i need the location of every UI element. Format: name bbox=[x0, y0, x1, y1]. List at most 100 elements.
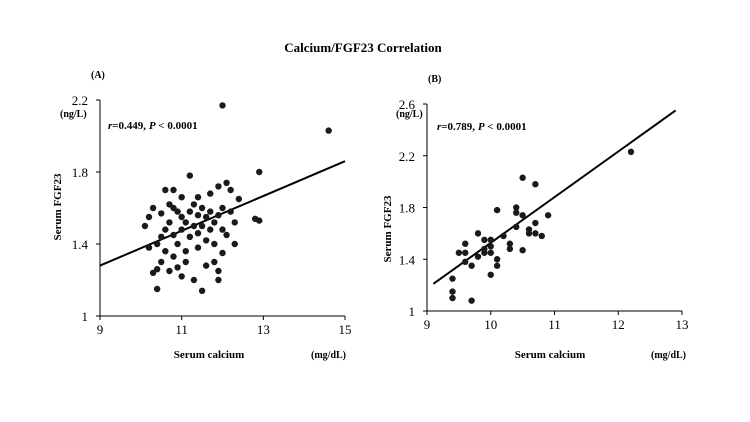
a-data-point bbox=[207, 190, 214, 197]
b-data-point bbox=[481, 249, 488, 256]
b-data-point bbox=[487, 236, 494, 244]
b-data-point bbox=[462, 258, 469, 266]
a-y-tick-label: 1.8 bbox=[72, 165, 88, 180]
a-data-point bbox=[194, 244, 202, 251]
b-data-point bbox=[462, 249, 469, 256]
b-data-point bbox=[481, 236, 488, 244]
a-data-point bbox=[178, 213, 185, 221]
panel-b: 9 10 11 12 13 1 1.4 1.8 2.2 2.6 (B) (ng/L) Serum cal… bbox=[382, 74, 689, 361]
a-data-point bbox=[153, 240, 161, 248]
b-x-tick-label: 11 bbox=[548, 317, 561, 332]
a-x-tick-label: 11 bbox=[175, 322, 188, 337]
a-x-tick-label: 13 bbox=[257, 322, 270, 337]
b-data-point bbox=[455, 249, 463, 256]
a-data-point bbox=[190, 222, 198, 230]
b-data-point bbox=[487, 243, 494, 250]
b-data-point bbox=[519, 246, 526, 254]
a-data-point bbox=[178, 194, 185, 201]
a-data-point bbox=[219, 249, 226, 257]
b-data-point bbox=[513, 204, 520, 211]
b-data-point bbox=[627, 148, 635, 156]
b-data-point bbox=[506, 245, 514, 253]
b-data-point bbox=[532, 181, 539, 188]
a-data-point bbox=[202, 237, 210, 244]
a-data-point bbox=[162, 186, 169, 194]
a-data-point bbox=[207, 226, 214, 233]
a-data-point bbox=[231, 240, 238, 248]
b-data-point bbox=[449, 275, 456, 282]
a-data-point bbox=[215, 212, 222, 219]
a-data-point bbox=[194, 212, 202, 219]
a-data-point bbox=[178, 273, 185, 280]
a-data-point bbox=[158, 258, 165, 266]
a-stat-p-value: < 0.0001 bbox=[156, 120, 198, 132]
b-data-point bbox=[474, 253, 482, 260]
a-data-point bbox=[162, 226, 169, 233]
b-data-point bbox=[487, 271, 494, 278]
a-data-point bbox=[186, 233, 194, 240]
b-x-tick-label: 12 bbox=[612, 317, 625, 332]
b-y-tick-label: 2.2 bbox=[399, 149, 415, 164]
b-data-point bbox=[474, 230, 482, 237]
a-data-point bbox=[227, 208, 234, 215]
a-data-point bbox=[170, 253, 177, 260]
a-data-point bbox=[178, 226, 185, 233]
a-data-point bbox=[219, 102, 226, 109]
b-x-tick-label: 13 bbox=[676, 317, 689, 332]
a-data-point bbox=[235, 195, 243, 203]
a-data-point bbox=[211, 219, 218, 226]
a-y-unit: (ng/L) bbox=[60, 109, 87, 120]
a-data-point bbox=[215, 276, 222, 284]
a-data-point bbox=[158, 210, 165, 217]
a-data-point bbox=[145, 244, 153, 251]
b-data-point bbox=[487, 249, 494, 256]
b-stat-r-value: =0.789, bbox=[441, 121, 478, 133]
a-data-point bbox=[190, 201, 198, 208]
a-x-tick-label: 9 bbox=[97, 322, 104, 337]
a-data-point bbox=[231, 219, 238, 226]
a-data-point bbox=[223, 231, 230, 239]
a-data-point bbox=[149, 204, 157, 212]
b-data-point bbox=[468, 297, 475, 304]
b-y-tick-label: 1 bbox=[409, 304, 416, 319]
a-data-point bbox=[194, 230, 202, 237]
b-data-point bbox=[449, 288, 456, 295]
a-data-point bbox=[186, 172, 194, 179]
a-trendline bbox=[99, 160, 346, 267]
b-stat-r-label: r bbox=[437, 121, 442, 133]
b-data-point bbox=[513, 209, 520, 216]
b-trendline bbox=[432, 109, 677, 285]
b-y-axis-label: Serum FGF23 bbox=[382, 195, 394, 262]
a-data-point bbox=[211, 240, 218, 248]
b-y-tick-label: 2.6 bbox=[399, 97, 416, 112]
a-data-point bbox=[166, 267, 173, 275]
b-panel-label: (B) bbox=[428, 74, 441, 85]
b-x-tick-label: 9 bbox=[424, 317, 431, 332]
figure-title: Calcium/FGF23 Correlation bbox=[284, 40, 442, 55]
b-y-tick-label: 1.8 bbox=[399, 201, 415, 216]
a-data-point bbox=[145, 213, 153, 221]
b-data-point bbox=[532, 219, 539, 227]
a-data-point bbox=[256, 168, 263, 176]
a-data-point bbox=[170, 204, 177, 212]
a-data-point bbox=[174, 240, 181, 248]
a-data-point bbox=[198, 204, 206, 212]
a-data-point bbox=[182, 248, 189, 255]
a-data-point bbox=[141, 222, 149, 230]
a-data-point bbox=[174, 264, 181, 271]
b-data-point bbox=[538, 232, 545, 240]
a-data-point bbox=[227, 186, 234, 194]
a-x-tick-label: 15 bbox=[339, 322, 352, 337]
b-data-point bbox=[513, 223, 520, 231]
a-data-point bbox=[207, 208, 214, 215]
a-data-point bbox=[182, 258, 189, 266]
b-correlation-stat: r=0.789, P < 0.0001 bbox=[437, 121, 527, 133]
a-data-point bbox=[158, 233, 165, 240]
a-data-point bbox=[202, 213, 210, 221]
a-data-point bbox=[162, 248, 169, 255]
b-data-point bbox=[493, 206, 501, 214]
b-data-point bbox=[500, 232, 507, 240]
a-data-point bbox=[202, 262, 210, 269]
b-x-unit: (mg/dL) bbox=[651, 350, 686, 361]
